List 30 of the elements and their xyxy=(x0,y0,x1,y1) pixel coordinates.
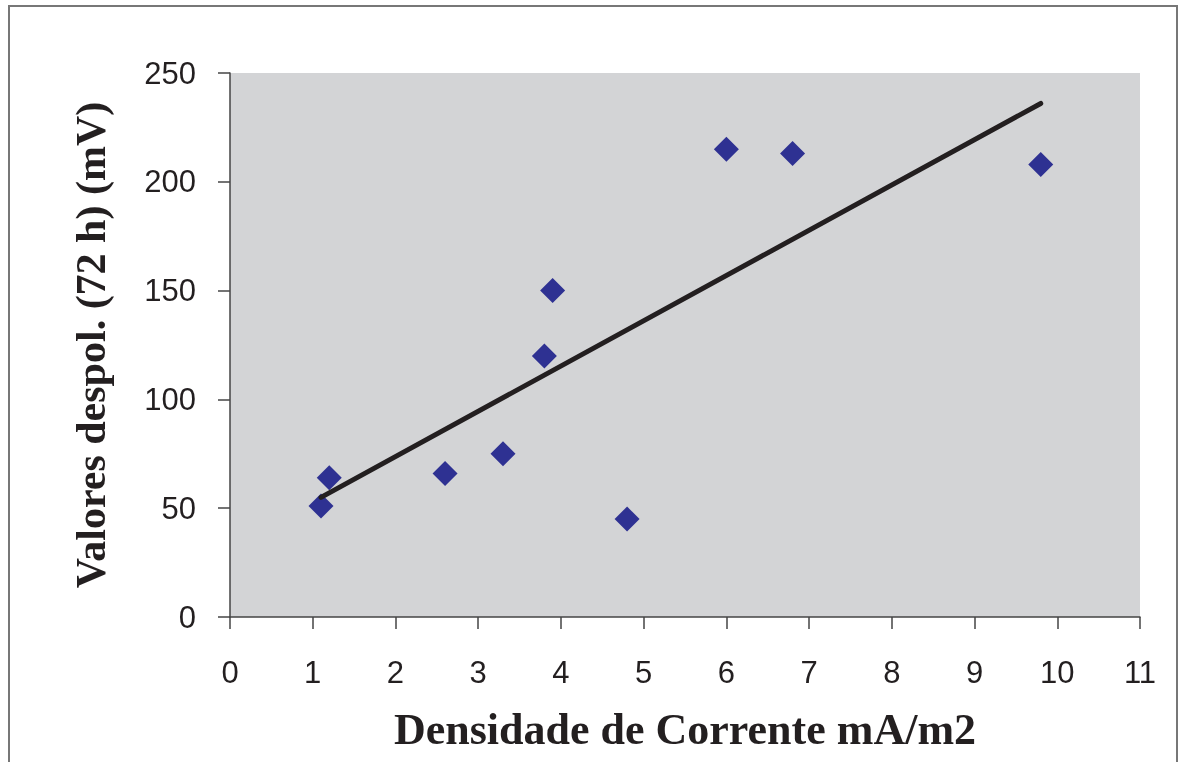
x-tick-label: 11 xyxy=(1123,655,1157,690)
x-tick-label: 7 xyxy=(800,655,818,690)
x-tick-label: 10 xyxy=(1040,655,1075,690)
point xyxy=(1028,151,1054,177)
y-axis-title: Valores despol. (72 h) (mV) xyxy=(68,101,115,589)
x-tick-label: 4 xyxy=(552,655,570,690)
point xyxy=(531,343,557,369)
point xyxy=(316,465,342,491)
x-tick-label: 0 xyxy=(221,655,239,690)
y-tick-label: 0 xyxy=(178,599,196,635)
x-tick-label: 3 xyxy=(469,655,487,690)
x-tick-label: 2 xyxy=(386,655,405,690)
y-tick-label: 150 xyxy=(144,273,196,309)
x-tick-label: 1 xyxy=(304,655,322,690)
y-tick-label: 100 xyxy=(144,381,196,417)
x-tick-label: 5 xyxy=(635,655,653,690)
y-tick-label: 200 xyxy=(144,164,196,200)
point xyxy=(540,278,566,304)
x-tick-label: 6 xyxy=(717,655,735,690)
point xyxy=(432,460,458,486)
point xyxy=(713,136,739,162)
y-tick-label: 250 xyxy=(144,55,196,91)
x-tick-label: 9 xyxy=(965,655,984,690)
point xyxy=(614,506,640,532)
x-axis-title: Densidade de Corrente mA/m2 xyxy=(393,704,977,754)
point xyxy=(780,141,806,167)
x-tick-label: 8 xyxy=(883,655,901,690)
point xyxy=(490,441,516,467)
y-tick-label: 50 xyxy=(161,490,196,526)
point xyxy=(308,493,334,519)
